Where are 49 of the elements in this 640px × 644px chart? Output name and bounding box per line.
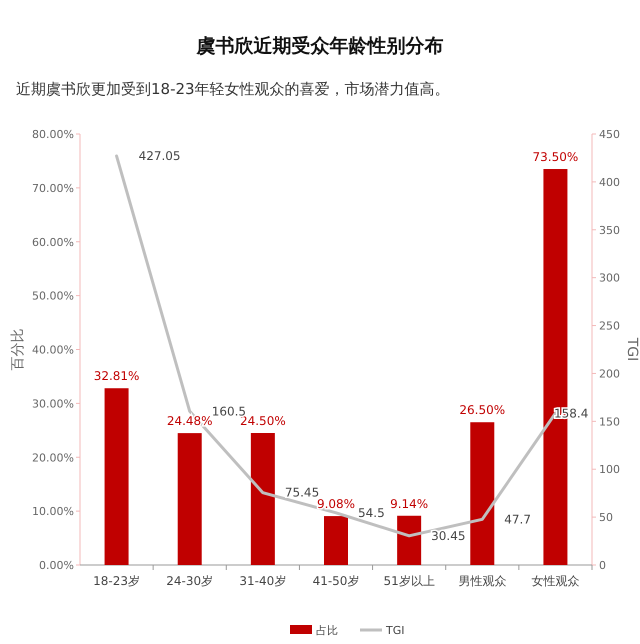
x-tick-label: 男性观众 (458, 574, 506, 588)
bar (397, 516, 422, 565)
y-tick-label: 40.00% (32, 344, 74, 356)
y-tick-label: 70.00% (32, 182, 74, 195)
legend-label: 占比 (316, 624, 338, 637)
data-label: 9.08% (316, 497, 356, 512)
data-label: 47.7 (504, 512, 532, 526)
data-label: 24.48% (166, 414, 213, 428)
y-tick-label: 10.00% (32, 505, 74, 518)
x-tick-label: 女性观众 (531, 574, 580, 588)
bar (104, 388, 129, 565)
y2-tick-label: 300 (599, 272, 620, 285)
y2-tick-label: 50 (599, 511, 613, 524)
legend-label: TGI (385, 624, 404, 637)
bar (324, 516, 348, 565)
data-label: 427.05 (138, 148, 181, 163)
y2-tick-label: 250 (599, 320, 620, 333)
chart-subtitle: 近期虞书欣更加受到18-23年轻女性观众的喜爱，市场潜力值高。 (16, 80, 450, 98)
data-label: 9.14% (390, 496, 428, 511)
y-axis-title: 百分比 (10, 328, 26, 370)
data-label: 73.50% (532, 150, 578, 164)
y-tick-label: 0.00% (39, 559, 74, 572)
bar (178, 433, 202, 565)
y2-tick-label: 400 (599, 176, 620, 189)
y-tick-label: 20.00% (32, 451, 74, 464)
y-tick-label: 80.00% (32, 128, 74, 141)
bar (470, 422, 494, 565)
x-tick-label: 51岁以上 (384, 574, 435, 588)
data-label: 75.45 (284, 486, 320, 500)
data-label: 54.5 (358, 506, 385, 520)
y2-tick-label: 150 (599, 415, 620, 428)
y-tick-label: 60.00% (32, 236, 74, 249)
y2-tick-label: 200 (599, 367, 620, 380)
y2-tick-label: 100 (599, 463, 620, 476)
data-label: 30.45 (431, 528, 466, 543)
x-tick-label: 24-30岁 (166, 574, 214, 588)
y2-tick-label: 450 (599, 128, 620, 141)
y2-tick-label: 350 (599, 224, 620, 237)
y-tick-label: 50.00% (32, 290, 74, 303)
x-tick-label: 41-50岁 (312, 574, 360, 588)
chart-title: 虞书欣近期受众年龄性别分布 (196, 35, 444, 57)
x-tick-label: 18-23岁 (93, 574, 140, 588)
bar (250, 433, 275, 565)
data-label: 26.50% (459, 403, 506, 418)
y2-tick-label: 0 (599, 559, 606, 572)
y2-axis-title: TGI (624, 336, 640, 362)
x-tick-label: 31-40岁 (239, 574, 286, 588)
data-label: 32.81% (94, 369, 140, 384)
y-tick-label: 30.00% (32, 397, 74, 410)
